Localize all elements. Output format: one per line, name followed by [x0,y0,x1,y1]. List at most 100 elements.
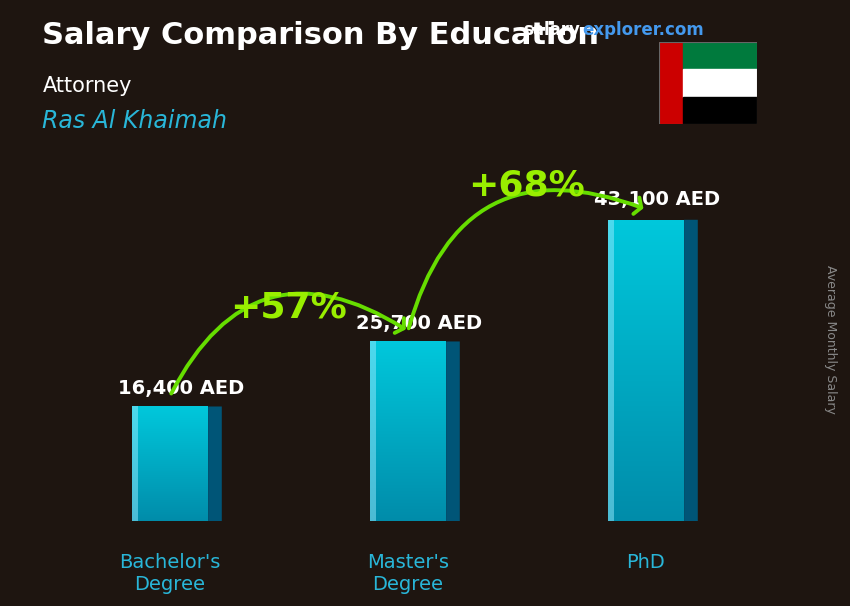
Bar [370,358,446,359]
Bar [370,443,446,445]
Bar [132,508,208,509]
Bar [370,469,446,470]
Bar [132,506,208,507]
Bar [608,401,684,403]
Bar [608,273,684,275]
Bar [132,468,208,470]
Bar [608,464,684,466]
Bar [608,328,684,330]
Bar [370,506,446,508]
Bar [132,490,208,491]
Bar [370,428,446,430]
Bar [370,442,446,444]
Bar [608,330,684,333]
Bar [659,42,683,124]
Bar [132,450,208,451]
Bar [608,275,684,278]
Bar [370,441,446,442]
Bar [370,391,446,392]
Bar [132,443,208,444]
Bar [132,441,208,442]
Bar [370,474,446,476]
Bar [370,482,446,484]
Bar [370,449,446,451]
Bar [132,413,208,414]
Bar [608,245,684,247]
Bar [132,494,208,495]
Bar [370,346,446,347]
Bar [132,498,208,499]
Bar [608,225,684,227]
Text: 25,700 AED: 25,700 AED [355,314,482,333]
Bar [370,487,446,488]
Bar [132,486,208,487]
Bar [608,508,684,511]
Bar [370,349,446,350]
Bar [608,262,684,265]
Bar [608,458,684,461]
Bar [132,474,208,475]
Bar [608,405,684,408]
Text: Average Monthly Salary: Average Monthly Salary [824,265,837,414]
Bar [132,508,208,510]
Bar [608,451,684,453]
Bar [683,70,756,97]
Bar [608,438,684,441]
Bar [370,479,446,481]
Bar [370,515,446,517]
Bar [132,503,208,504]
Text: Bachelor's
Degree: Bachelor's Degree [119,553,221,594]
Bar [132,417,208,418]
Bar [370,341,376,521]
Bar [132,414,208,415]
Bar [132,425,208,427]
Bar [608,242,684,245]
Bar [608,436,684,438]
Bar [608,426,684,428]
Bar [132,451,208,452]
Bar [608,418,684,421]
Bar [132,499,208,500]
Bar [608,320,684,323]
Text: Ras Al Khaimah: Ras Al Khaimah [42,109,228,133]
Bar [370,376,446,378]
Bar [132,459,208,460]
Bar [370,448,446,449]
Bar [132,419,208,420]
Bar [132,439,208,440]
Bar [370,365,446,367]
Bar [608,295,684,298]
Bar [132,500,208,501]
Bar [132,493,208,494]
Bar [370,473,446,474]
Bar [370,493,446,494]
Bar [608,335,684,338]
Bar [608,280,684,282]
Bar [608,288,684,290]
Bar [608,361,684,363]
Bar [370,457,446,458]
Bar [608,388,684,390]
Bar [132,466,208,467]
Bar [370,394,446,395]
Bar [370,517,446,518]
Bar [370,490,446,491]
Bar [370,458,446,460]
Bar [370,497,446,499]
Bar [132,461,208,462]
Bar [370,413,446,415]
Bar [132,514,208,516]
Bar [132,407,138,521]
Bar [608,255,684,258]
Bar [608,453,684,456]
Bar [132,456,208,457]
Bar [132,422,208,423]
Bar [370,461,446,463]
Polygon shape [446,341,460,521]
Bar [608,431,684,433]
Bar [132,420,208,421]
Bar [608,247,684,250]
Bar [370,481,446,482]
Bar [370,463,446,464]
Bar [370,451,446,452]
